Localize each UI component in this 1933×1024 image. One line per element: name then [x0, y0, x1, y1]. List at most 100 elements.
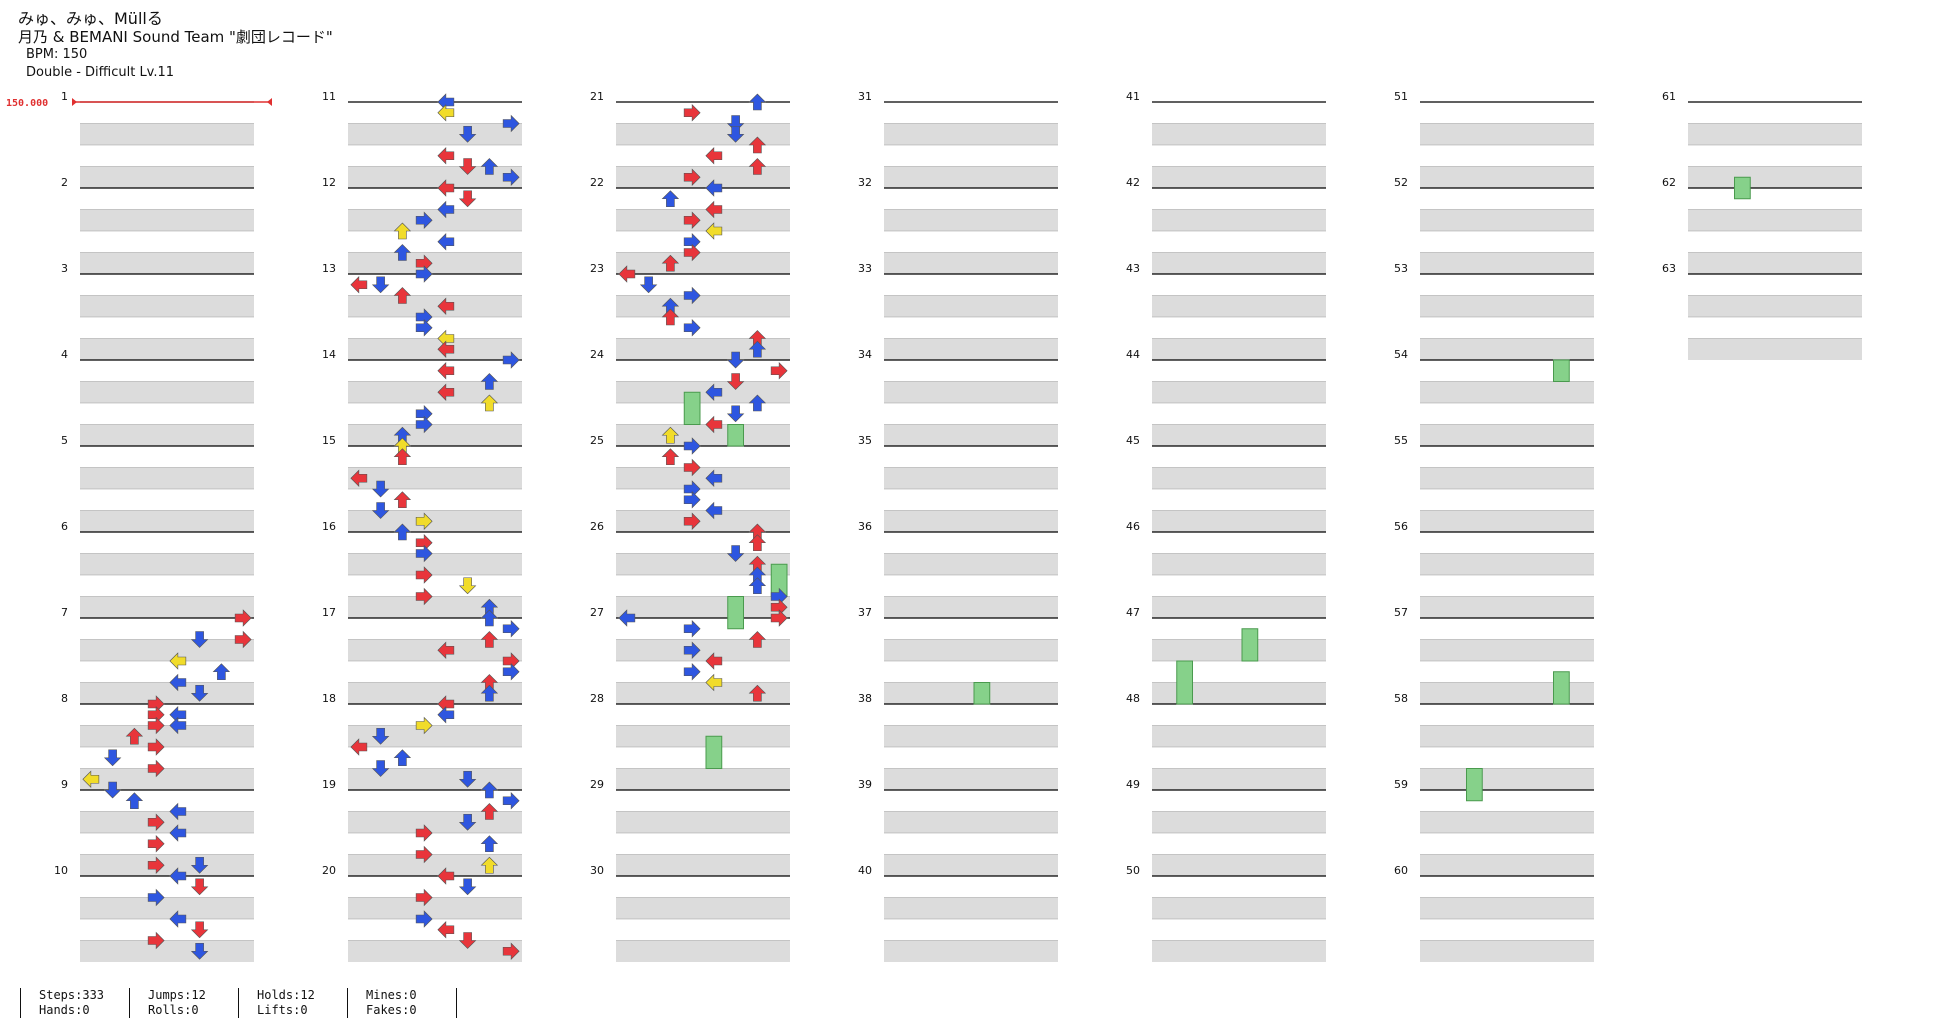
arrow-left-icon — [350, 738, 368, 756]
arrow-left-icon — [437, 383, 455, 401]
measure-number: 10 — [54, 864, 68, 877]
arrow-right-icon — [502, 792, 520, 810]
beat-band — [884, 596, 1058, 618]
arrow-down-icon — [190, 942, 209, 960]
bpm-text: BPM: 150 — [26, 47, 88, 62]
arrow-down-icon — [371, 760, 390, 777]
stats-col-holds: Holds:12 Lifts:0 — [238, 988, 347, 1018]
beat-band — [80, 123, 254, 145]
beat-band — [884, 553, 1058, 575]
beat-band — [1688, 295, 1862, 317]
beat-band — [1152, 166, 1326, 188]
beat-band — [80, 639, 254, 661]
beat-band — [80, 768, 254, 790]
beat-band — [1420, 811, 1594, 833]
beat-band — [348, 123, 522, 145]
measure-number: 53 — [1394, 262, 1408, 275]
beat-band — [1420, 940, 1594, 962]
hold-body — [1176, 660, 1193, 705]
beat-band — [884, 725, 1058, 747]
measure-number: 44 — [1126, 348, 1140, 361]
arrow-up-icon — [748, 577, 767, 595]
beat-band — [1152, 854, 1326, 876]
measure-number: 34 — [858, 348, 872, 361]
arrow-right-icon — [415, 544, 433, 563]
beat-band — [80, 252, 254, 274]
arrow-left-icon — [705, 147, 723, 165]
arrow-left-icon — [169, 652, 187, 670]
beat-band — [884, 209, 1058, 231]
arrow-up-icon — [125, 792, 144, 810]
beat-band — [1152, 338, 1326, 360]
measure-number: 61 — [1662, 90, 1676, 103]
hold-body — [727, 424, 744, 447]
arrow-up-icon — [480, 803, 499, 820]
measure-number: 20 — [322, 864, 336, 877]
measure-number: 28 — [590, 692, 604, 705]
measure-number: 27 — [590, 606, 604, 619]
arrow-right-icon — [683, 243, 701, 262]
beat-band — [884, 381, 1058, 403]
arrow-right-icon — [147, 856, 165, 874]
measure-number: 39 — [858, 778, 872, 791]
arrow-up-icon — [393, 749, 412, 767]
arrow-down-icon — [190, 856, 209, 874]
hold-body — [1553, 359, 1570, 382]
measure-number: 43 — [1126, 262, 1140, 275]
beat-band — [1152, 510, 1326, 532]
arrow-up-icon — [393, 244, 412, 261]
arrow-left-icon — [437, 297, 455, 315]
arrow-up-icon — [212, 663, 231, 681]
arrow-left-icon — [437, 362, 455, 380]
arrow-right-icon — [415, 824, 433, 842]
arrow-left-icon — [618, 609, 636, 627]
beat-band — [616, 295, 790, 317]
beat-band — [348, 682, 522, 704]
beat-band — [1152, 295, 1326, 317]
beat-band — [884, 424, 1058, 446]
measure-number: 37 — [858, 606, 872, 619]
measure-number: 58 — [1394, 692, 1408, 705]
beat-band — [616, 854, 790, 876]
beat-band — [348, 768, 522, 790]
arrow-right-icon — [147, 888, 165, 907]
beat-band — [348, 209, 522, 231]
beat-band — [616, 166, 790, 188]
measure-number: 26 — [590, 520, 604, 533]
beat-band — [616, 252, 790, 274]
arrow-right-icon — [683, 437, 701, 455]
arrow-left-icon — [705, 501, 723, 520]
stats-footer: Steps:333 Hands:0 Jumps:12 Rolls:0 Holds… — [20, 988, 457, 1018]
beat-band — [616, 381, 790, 403]
beat-band — [1152, 596, 1326, 618]
stat-holds: Holds:12 — [257, 988, 315, 1002]
measure-number: 12 — [322, 176, 336, 189]
arrow-up-icon — [661, 190, 680, 208]
arrow-left-icon — [350, 276, 368, 294]
arrow-up-icon — [480, 373, 499, 390]
arrow-down-icon — [726, 405, 745, 423]
arrow-right-icon — [415, 512, 433, 530]
arrow-down-icon — [371, 502, 390, 519]
measure-number: 9 — [61, 778, 68, 791]
stat-fakes: Fakes:0 — [366, 1003, 417, 1017]
measure-number: 40 — [858, 864, 872, 877]
measure-number: 49 — [1126, 778, 1140, 791]
arrow-left-icon — [437, 867, 455, 885]
arrow-up-icon — [661, 254, 680, 272]
measure-number: 60 — [1394, 864, 1408, 877]
beat-band — [348, 510, 522, 532]
measure-number: 11 — [322, 90, 336, 103]
arrow-right-icon — [683, 286, 701, 305]
beat-band — [1420, 596, 1594, 618]
measure-number: 15 — [322, 434, 336, 447]
beat-band — [884, 467, 1058, 489]
beat-band — [348, 252, 522, 274]
measure-number: 29 — [590, 778, 604, 791]
arrow-right-icon — [683, 512, 701, 530]
arrow-down-icon — [458, 190, 477, 208]
stat-steps: Steps:333 — [39, 988, 105, 1002]
arrow-right-icon — [683, 104, 701, 122]
arrow-down-icon — [371, 276, 390, 294]
stat-lifts: Lifts:0 — [257, 1003, 308, 1017]
